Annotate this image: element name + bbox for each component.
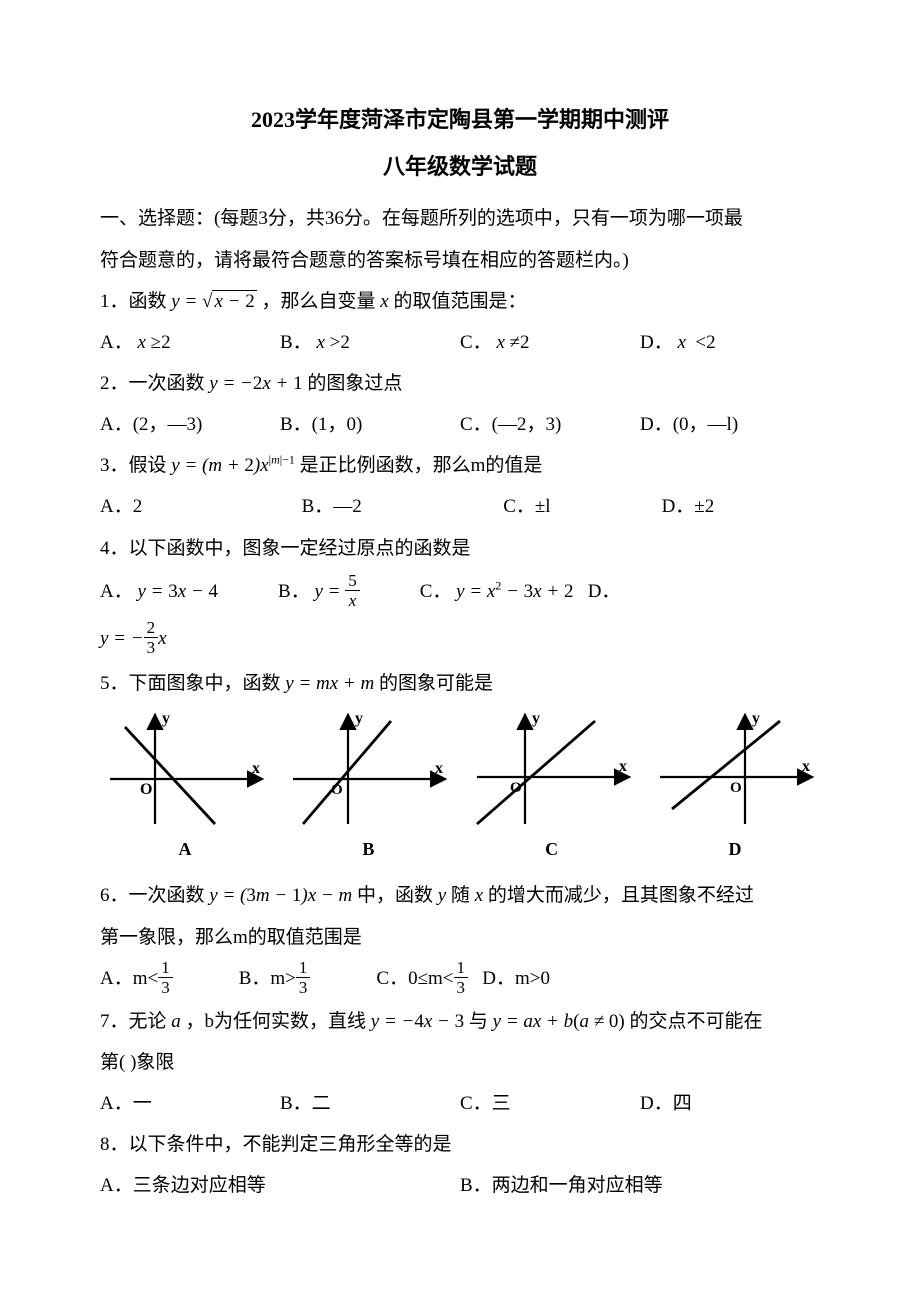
q6-options: A．m<13 B．m>13 C．0≤m<13 D．m>0 <box>100 961 820 998</box>
frac-5x: 5x <box>345 572 360 609</box>
q4-optD-cont: y = −23x <box>100 621 820 658</box>
q3-stem-prefix: 3．假设 <box>100 455 167 476</box>
svg-text:O: O <box>730 780 742 796</box>
q7-stem-suffix: 的交点不可能在 <box>630 1011 763 1032</box>
graph-label-B: B <box>283 833 453 866</box>
q7-stem-mid1: ，b为任何实数，直线 <box>186 1011 367 1032</box>
question-8: 8．以下条件中，不能判定三角形全等的是 <box>100 1127 820 1162</box>
q4-optA: A． y = 3x − 4 <box>100 574 218 611</box>
q6-stem-mid: 中，函数 <box>357 885 433 906</box>
q2-optA: A．(2，―3) <box>100 407 280 442</box>
q8-optB: B．两边和一角对应相等 <box>460 1168 820 1203</box>
question-6: 6．一次函数 y = (3m − 1)x − m 中，函数 y 随 x 的增大而… <box>100 878 820 913</box>
graph-B: y x O B <box>283 709 453 866</box>
q1-options: A． x ≥2 B． x >2 C． x ≠2 D． x <2 <box>100 325 820 360</box>
q7-optC: C．三 <box>460 1086 640 1121</box>
q1-stem-mid: ，那么自变量 <box>261 291 375 312</box>
q3-options: A．2 B．―2 C．±l D．±2 <box>100 489 820 524</box>
q3-func: y = (m + 2)x <box>171 455 268 476</box>
q1-func: y = <box>171 291 202 312</box>
q5-stem-suffix: 的图象可能是 <box>379 673 493 694</box>
graph-label-D: D <box>650 833 820 866</box>
q6-func: y = (3m − 1)x − m <box>209 885 352 906</box>
q1-optA: A． x ≥2 <box>100 325 280 360</box>
svg-text:y: y <box>752 710 760 727</box>
q4-optB: B． y = 5x <box>278 574 360 611</box>
q7-optA: A．一 <box>100 1086 280 1121</box>
svg-text:y: y <box>162 710 170 727</box>
sqrt-icon: x − 2 <box>202 284 257 319</box>
q1-var: x <box>380 291 393 312</box>
question-4: 4．以下函数中，图象一定经过原点的函数是 <box>100 531 820 566</box>
graph-A: y x O A <box>100 709 270 866</box>
q3-stem-suffix: 是正比例函数，那么m的值是 <box>300 455 543 476</box>
q7-stem-mid2: 与 <box>469 1011 488 1032</box>
svg-text:x: x <box>619 758 627 775</box>
q2-stem-suffix: 的图象过点 <box>307 373 402 394</box>
graph-label-A: A <box>100 833 270 866</box>
graph-C: y x O C <box>467 709 637 866</box>
page-subtitle: 八年级数学试题 <box>100 147 820 188</box>
q6-stem-mid3: 的增大而减少，且其图象不经过 <box>488 885 754 906</box>
q3-expo: |m|−1 <box>269 453 295 467</box>
section-intro-line2: 符合题意的，请将最符合题意的答案标号填在相应的答题栏内。) <box>100 243 820 278</box>
q3-optC: C．±l <box>503 489 661 524</box>
q6-optA: A．m<13 <box>100 961 173 998</box>
page-title: 2023学年度菏泽市定陶县第一学期期中测评 <box>100 100 820 141</box>
section-intro-line1: 一、选择题：(每题3分，共36分。在每题所列的选项中，只有一项为哪一项最 <box>100 201 820 236</box>
q7-line2: 第( )象限 <box>100 1045 820 1080</box>
q7-options: A．一 B．二 C．三 D．四 <box>100 1086 820 1121</box>
q7-line1: y = −4x − 3 <box>371 1011 464 1032</box>
question-3: 3．假设 y = (m + 2)x|m|−1 是正比例函数，那么m的值是 <box>100 448 820 483</box>
q2-stem: 2．一次函数 <box>100 373 205 394</box>
svg-text:O: O <box>331 782 343 798</box>
q8-options: A．三条边对应相等 B．两边和一角对应相等 <box>100 1168 820 1203</box>
q7-line2m: y = ax + b(a ≠ 0) <box>493 1011 625 1032</box>
q8-optA: A．三条边对应相等 <box>100 1168 460 1203</box>
q6-optC: C．0≤m<13 D．m>0 <box>376 961 550 998</box>
q3-optA: A．2 <box>100 489 302 524</box>
q4-optC: C． y = x2 − 3x + 2 D． <box>420 574 621 611</box>
q7-optD: D．四 <box>640 1086 820 1121</box>
q2-optB: B．(1，0) <box>280 407 460 442</box>
frac-23: 23 <box>144 619 159 656</box>
q1-stem-suffix: 的取值范围是： <box>393 291 526 312</box>
svg-text:O: O <box>510 780 522 796</box>
q1-optD: D． x <2 <box>640 325 820 360</box>
q7-optB: B．二 <box>280 1086 460 1121</box>
question-1: 1．函数 y = x − 2 ，那么自变量 x 的取值范围是： <box>100 284 820 319</box>
q6-y: y <box>438 885 451 906</box>
question-7: 7．无论 a ，b为任何实数，直线 y = −4x − 3 与 y = ax +… <box>100 1004 820 1039</box>
svg-text:y: y <box>355 710 363 727</box>
svg-text:x: x <box>252 760 260 777</box>
graph-label-C: C <box>467 833 637 866</box>
q4-options-line1: A． y = 3x − 4 B． y = 5x C． y = x2 − 3x +… <box>100 574 820 611</box>
q5-func: y = mx + m <box>285 673 374 694</box>
svg-text:O: O <box>140 781 152 798</box>
graph-D: y x O D <box>650 709 820 866</box>
q1-optB: B． x >2 <box>280 325 460 360</box>
q5-graphs: y x O A y x O B y x O C <box>100 709 820 866</box>
svg-text:x: x <box>802 758 810 775</box>
q6-stem-prefix: 6．一次函数 <box>100 885 205 906</box>
q2-func: y = −2x + 1 <box>209 373 302 394</box>
q7-stem-prefix: 7．无论 <box>100 1011 167 1032</box>
q6-line2: 第一象限，那么m的取值范围是 <box>100 920 820 955</box>
q2-options: A．(2，―3) B．(1，0) C．(―2，3) D．(0，―l) <box>100 407 820 442</box>
question-2: 2．一次函数 y = −2x + 1 的图象过点 <box>100 366 820 401</box>
q2-optC: C．(―2，3) <box>460 407 640 442</box>
question-5: 5．下面图象中，函数 y = mx + m 的图象可能是 <box>100 666 820 701</box>
svg-text:x: x <box>435 760 443 777</box>
q3-optD: D．±2 <box>662 489 820 524</box>
svg-text:y: y <box>532 710 540 727</box>
q5-stem-prefix: 5．下面图象中，函数 <box>100 673 281 694</box>
q6-stem-mid2: 随 <box>451 885 470 906</box>
q7-a: a <box>171 1011 185 1032</box>
q6-x: x <box>475 885 488 906</box>
q2-optD: D．(0，―l) <box>640 407 820 442</box>
q1-optC: C． x ≠2 <box>460 325 640 360</box>
q6-optB: B．m>13 <box>239 961 311 998</box>
q3-optB: B．―2 <box>302 489 504 524</box>
q1-stem-prefix: 1．函数 <box>100 291 167 312</box>
